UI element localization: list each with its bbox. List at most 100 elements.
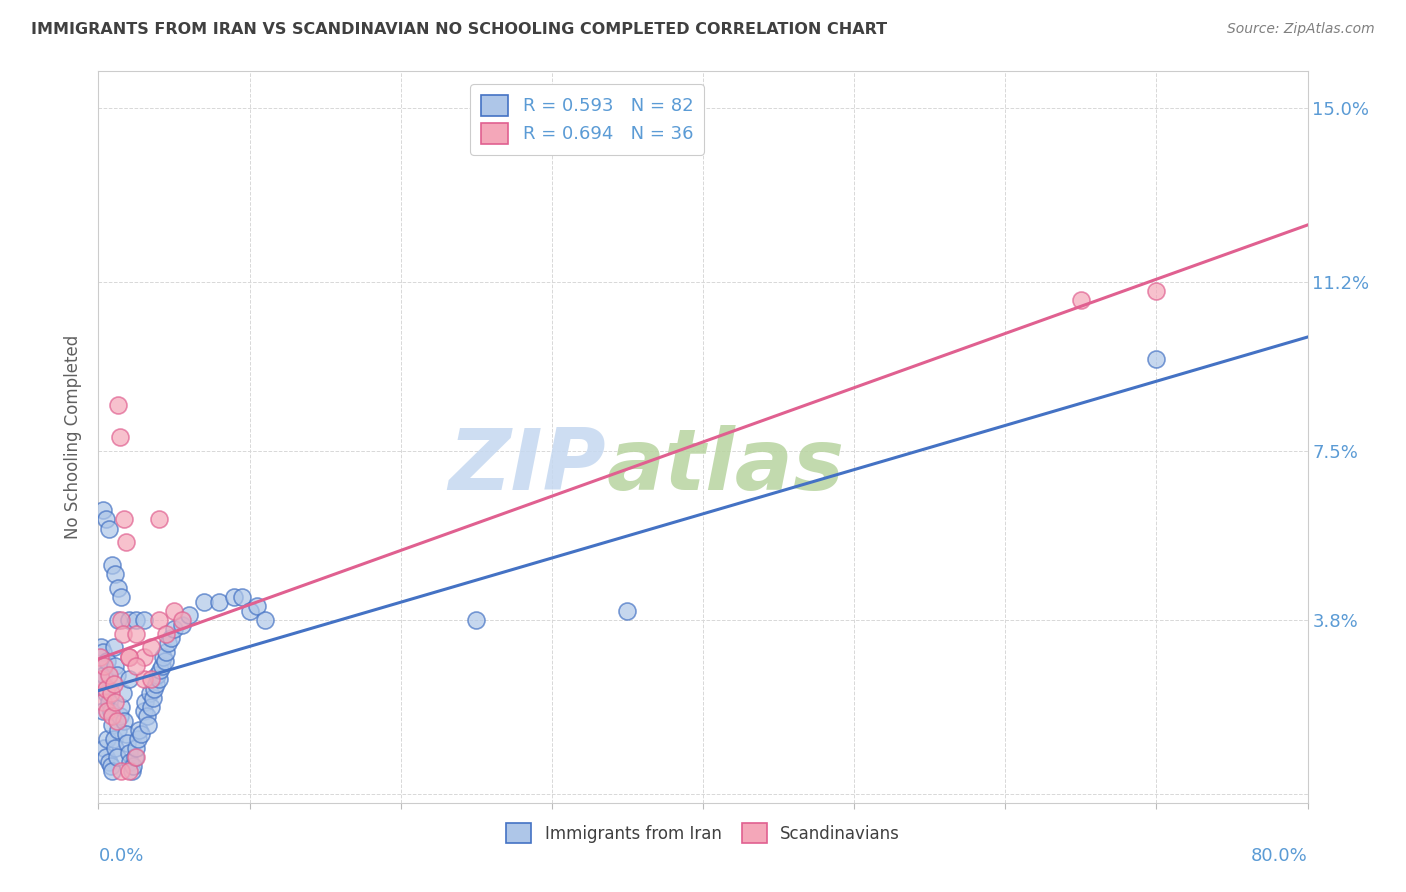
Point — [110, 699, 132, 714]
Point — [132, 613, 155, 627]
Text: IMMIGRANTS FROM IRAN VS SCANDINAVIAN NO SCHOOLING COMPLETED CORRELATION CHART: IMMIGRANTS FROM IRAN VS SCANDINAVIAN NO … — [31, 22, 887, 37]
Point — [170, 617, 193, 632]
Point — [107, 398, 129, 412]
Point — [91, 705, 114, 719]
Point — [124, 750, 146, 764]
Point — [150, 658, 173, 673]
Point — [125, 613, 148, 627]
Point — [91, 645, 114, 659]
Text: Source: ZipAtlas.com: Source: ZipAtlas.com — [1227, 22, 1375, 37]
Point — [465, 613, 488, 627]
Legend: Immigrants from Iran, Scandinavians: Immigrants from Iran, Scandinavians — [499, 817, 907, 849]
Point — [93, 740, 115, 755]
Point — [103, 677, 125, 691]
Point — [103, 640, 125, 655]
Point — [145, 677, 167, 691]
Point — [96, 731, 118, 746]
Point — [90, 673, 112, 687]
Point — [115, 736, 138, 750]
Point — [132, 649, 155, 664]
Point — [94, 686, 117, 700]
Point — [90, 640, 112, 655]
Point — [89, 658, 111, 673]
Point — [100, 686, 122, 700]
Point — [89, 649, 111, 664]
Y-axis label: No Schooling Completed: No Schooling Completed — [65, 335, 83, 539]
Point — [134, 695, 156, 709]
Point — [104, 567, 127, 582]
Point — [110, 764, 132, 778]
Point — [155, 626, 177, 640]
Point — [101, 709, 124, 723]
Point — [93, 667, 115, 682]
Point — [91, 503, 114, 517]
Point — [1144, 284, 1167, 298]
Text: 0.0%: 0.0% — [98, 847, 143, 864]
Point — [105, 667, 128, 682]
Point — [253, 613, 276, 627]
Point — [148, 613, 170, 627]
Point — [224, 590, 246, 604]
Text: atlas: atlas — [606, 425, 845, 508]
Point — [118, 746, 141, 760]
Point — [108, 709, 131, 723]
Point — [94, 750, 117, 764]
Point — [110, 613, 132, 627]
Point — [141, 640, 163, 655]
Point — [96, 705, 118, 719]
Point — [152, 649, 174, 664]
Point — [111, 686, 134, 700]
Point — [120, 755, 142, 769]
Point — [148, 673, 170, 687]
Point — [239, 604, 262, 618]
Point — [101, 718, 124, 732]
Point — [193, 594, 215, 608]
Point — [118, 613, 141, 627]
Point — [125, 740, 148, 755]
Point — [107, 723, 129, 737]
Point — [90, 673, 112, 687]
Point — [96, 654, 118, 668]
Point — [135, 709, 157, 723]
Point — [136, 718, 159, 732]
Point — [98, 695, 121, 709]
Point — [98, 667, 121, 682]
Point — [132, 673, 155, 687]
Point — [125, 626, 148, 640]
Point — [112, 714, 135, 728]
Point — [125, 658, 148, 673]
Point — [100, 705, 122, 719]
Point — [125, 750, 148, 764]
Point — [107, 581, 129, 595]
Point — [107, 613, 129, 627]
Point — [104, 658, 127, 673]
Point — [128, 723, 150, 737]
Point — [163, 622, 186, 636]
Point — [105, 750, 128, 764]
Point — [112, 512, 135, 526]
Point — [179, 608, 201, 623]
Point — [149, 663, 172, 677]
Point — [129, 727, 152, 741]
Point — [118, 649, 141, 664]
Point — [114, 535, 136, 549]
Point — [127, 731, 149, 746]
Point — [1144, 352, 1167, 367]
Point — [101, 764, 124, 778]
Point — [118, 649, 141, 664]
Point — [231, 590, 253, 604]
Point — [121, 764, 143, 778]
Point — [104, 695, 127, 709]
Point — [118, 764, 141, 778]
Point — [101, 558, 124, 573]
Text: 80.0%: 80.0% — [1251, 847, 1308, 864]
Point — [139, 686, 162, 700]
Point — [110, 590, 132, 604]
Point — [142, 690, 165, 705]
Point — [98, 755, 121, 769]
Point — [122, 759, 145, 773]
Point — [93, 658, 115, 673]
Point — [105, 714, 128, 728]
Point — [146, 667, 169, 682]
Point — [246, 599, 269, 614]
